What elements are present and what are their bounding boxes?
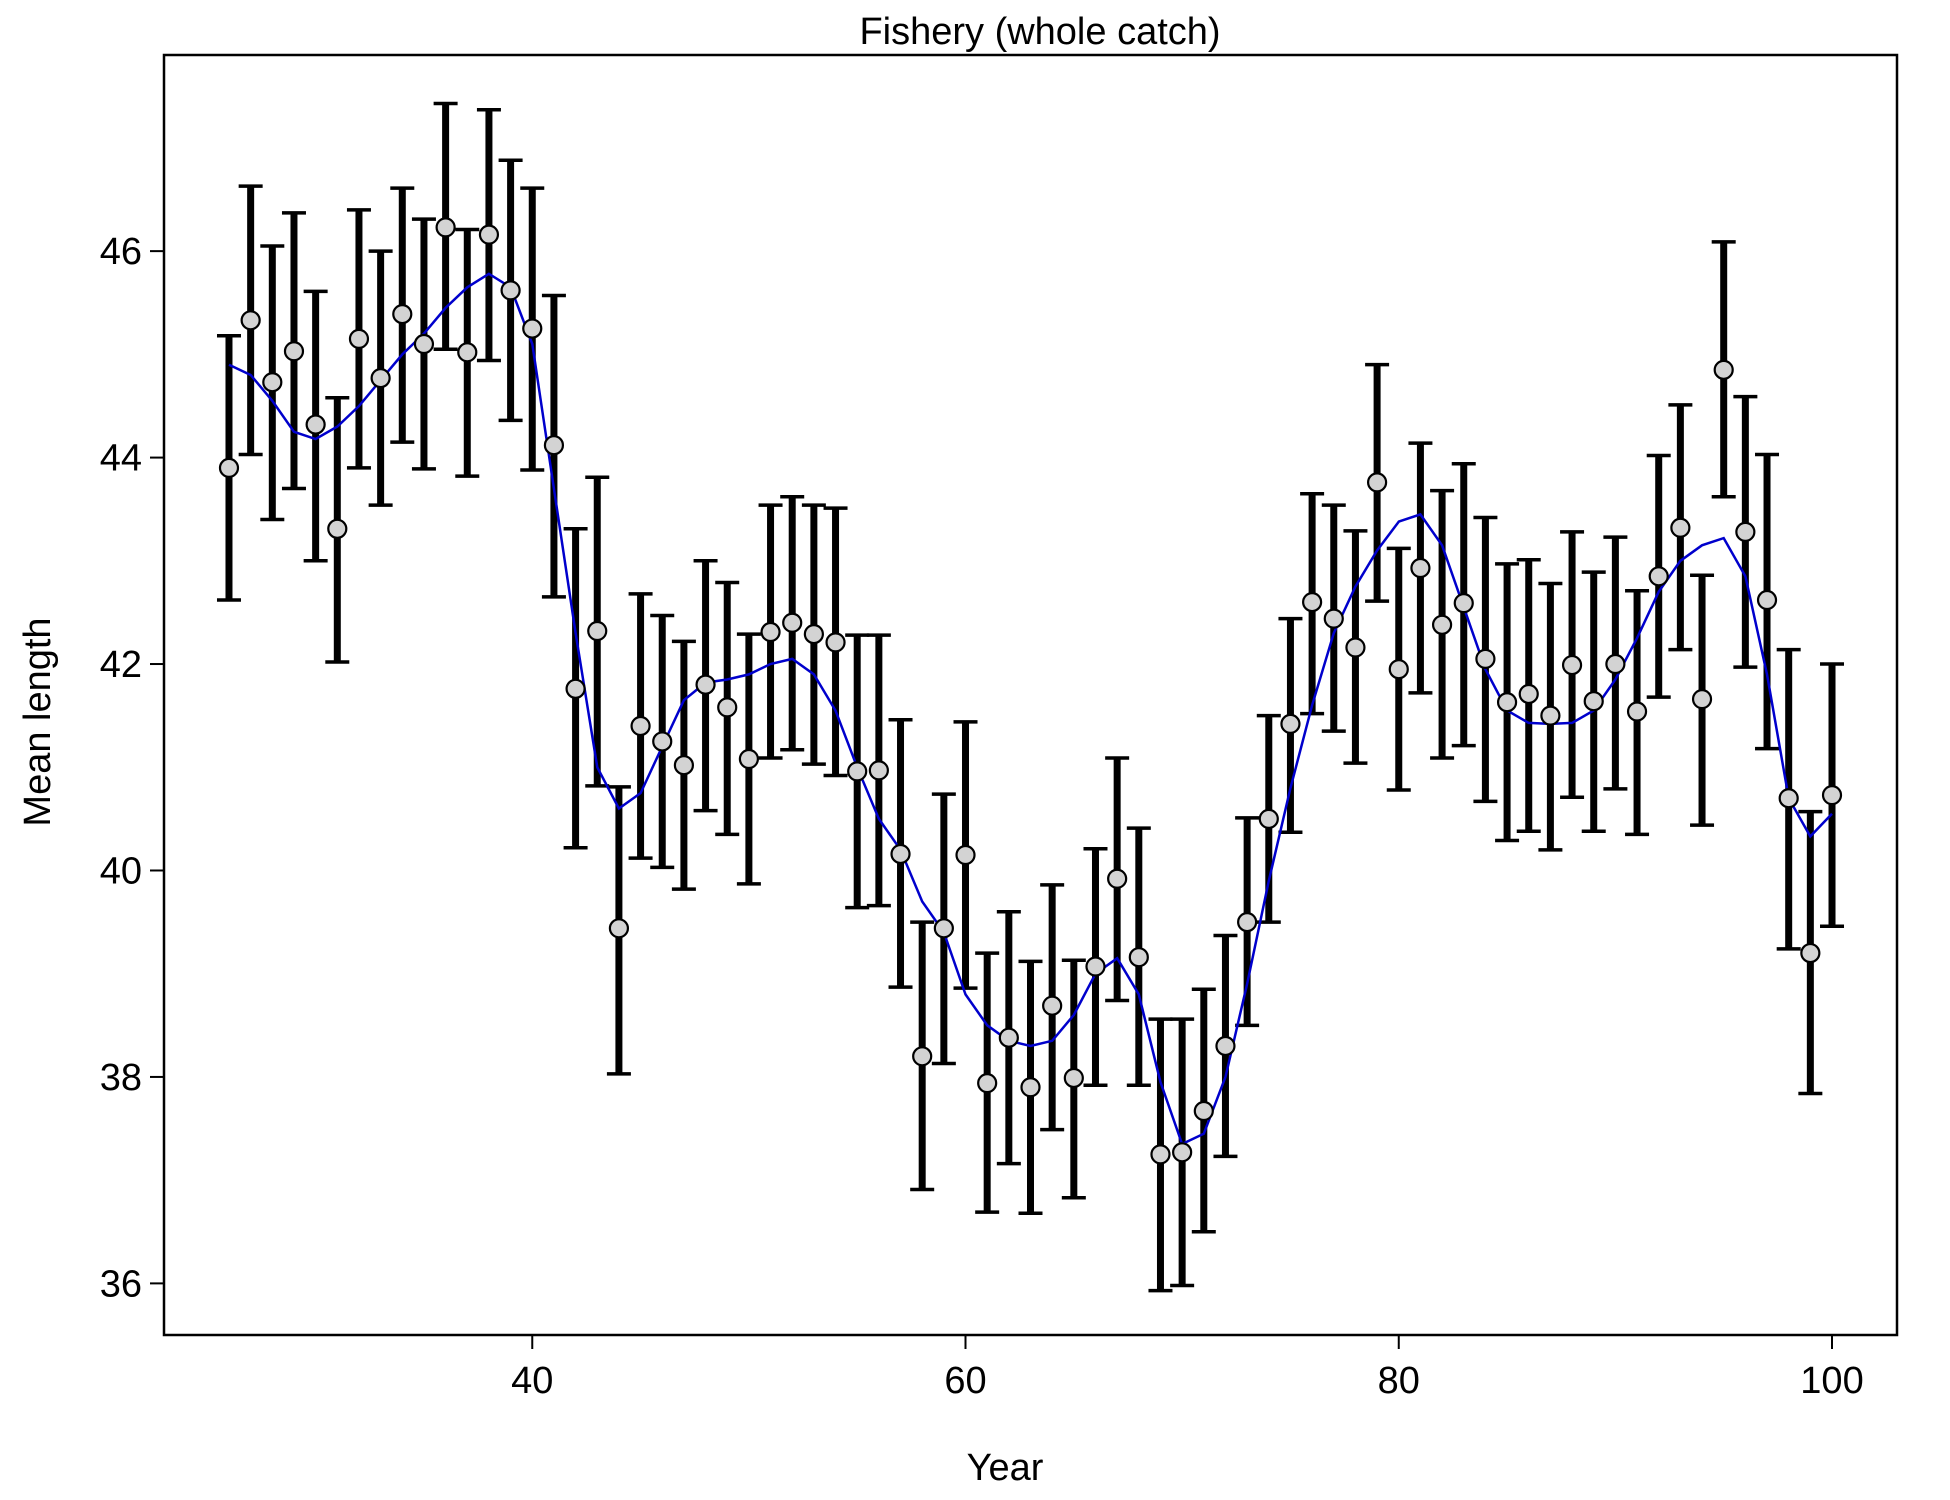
data-point [1042,995,1063,1016]
data-point [890,843,911,865]
x-tick-label: 40 [511,1360,553,1402]
y-axis-title: Mean length [17,617,59,826]
data-point [435,217,456,238]
data-point [565,678,586,699]
data-point [1085,956,1106,977]
x-axis: 40 60 80 100 [511,1335,1864,1402]
data-point [240,310,261,331]
data-point [695,674,716,695]
expected-line-group [228,272,1833,1146]
data-point [630,715,651,737]
data-point [1431,614,1453,635]
chart-title: Fishery (whole catch) [859,11,1220,53]
expected-line [228,272,1833,1146]
data-point [1561,654,1583,676]
data-point [1670,517,1691,538]
data-point [1583,691,1604,712]
data-point [717,697,738,718]
data-point [1518,683,1539,705]
data-point [1128,947,1149,968]
data-point [1237,911,1258,933]
data-point [370,367,391,389]
data-point [478,224,500,245]
y-tick-label: 40 [100,850,142,892]
plot-frame [162,53,1899,1337]
observed-points [218,217,1843,1165]
data-point [1735,521,1756,543]
data-point [847,761,868,782]
data-point [868,760,889,781]
data-point [1800,942,1821,964]
data-point [1691,689,1713,710]
data-point [283,341,305,362]
data-point [998,1027,1019,1048]
data-point [1453,593,1474,614]
y-tick-label: 42 [100,644,142,686]
data-point [1063,1067,1084,1089]
data-point [1107,868,1128,889]
data-point [825,632,846,653]
data-point [608,918,630,939]
data-point [305,414,326,435]
data-point [1280,713,1301,735]
data-point [218,457,240,479]
data-point [1756,589,1778,611]
data-point [673,755,695,776]
data-point [912,1046,933,1067]
y-tick-label: 38 [100,1057,142,1099]
data-point [955,844,976,866]
data-point [1215,1035,1236,1057]
data-point [522,318,543,339]
data-point [1410,557,1431,579]
data-point [760,621,781,643]
data-point [1648,566,1669,587]
data-point [652,731,673,752]
data-point [500,280,521,301]
data-point [1821,785,1843,806]
y-tick-label: 46 [100,231,142,273]
x-tick-label: 80 [1378,1360,1420,1402]
data-point [1366,472,1388,493]
data-point [782,612,803,633]
data-point [1302,591,1323,613]
y-tick-label: 44 [100,438,142,480]
data-point [1020,1077,1041,1098]
data-point [1193,1100,1214,1122]
data-point [933,918,954,939]
data-point [348,328,370,349]
data-point [1713,359,1734,380]
data-point [1345,637,1366,658]
y-tick-label: 36 [100,1263,142,1305]
data-point [1605,653,1626,675]
data-point [262,372,283,393]
data-point [1258,808,1279,829]
data-point [392,303,413,325]
x-tick-label: 100 [1800,1360,1863,1402]
data-point [1778,788,1799,809]
data-point [1172,1142,1193,1163]
data-point [1475,648,1496,669]
data-point [1388,659,1409,680]
x-axis-title: Year [967,1447,1044,1489]
data-point [738,748,759,770]
data-point [803,623,824,645]
data-point [1323,608,1344,629]
data-point [413,333,435,355]
data-point [587,620,608,642]
data-point [1496,692,1518,713]
data-point [1150,1144,1171,1165]
data-point [457,342,478,363]
data-point [543,435,565,456]
y-axis: 36 38 40 42 44 46 [100,231,164,1305]
data-point [977,1073,998,1094]
data-point [1626,701,1648,722]
x-tick-label: 60 [944,1360,986,1402]
data-point [327,518,348,539]
data-point [1540,705,1561,726]
